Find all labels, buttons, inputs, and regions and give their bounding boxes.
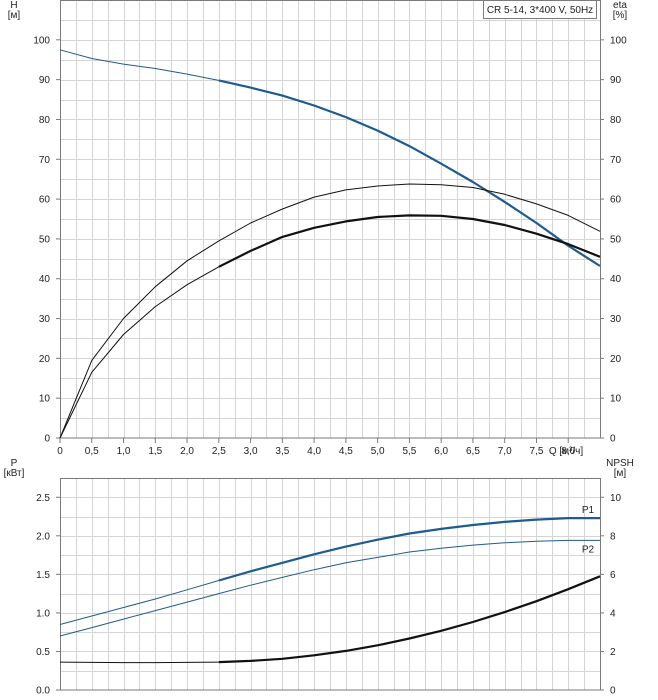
x-tick-label: 8,0 bbox=[561, 446, 575, 457]
y-left-tick-label: 10 bbox=[39, 394, 51, 405]
y-right-tick-label: 50 bbox=[610, 234, 622, 245]
y-left-tick-label: 40 bbox=[39, 274, 51, 285]
y-right-axis-title: eta bbox=[613, 0, 627, 11]
y-right-tick-label: 10 bbox=[610, 493, 622, 504]
series-1-curve-operating bbox=[218, 79, 601, 267]
x-tick-label: 5,5 bbox=[402, 446, 416, 457]
x-tick-label: 6,0 bbox=[434, 446, 448, 457]
model-legend-frame bbox=[483, 0, 597, 19]
series-1-curve bbox=[59, 49, 219, 81]
y-left-axis-title: P bbox=[11, 458, 18, 469]
y-left-tick-label: 60 bbox=[39, 195, 51, 206]
y-left-axis-unit: [м] bbox=[8, 10, 21, 21]
y-right-axis-unit: [%] bbox=[613, 10, 628, 21]
series-3-curve-operating bbox=[218, 214, 601, 268]
y-right-tick-label: 90 bbox=[610, 75, 622, 86]
y-left-tick-label: 0.5 bbox=[36, 647, 50, 658]
y-left-axis-unit: [кВт] bbox=[4, 468, 25, 479]
y-right-axis-unit: [м] bbox=[614, 468, 627, 479]
x-tick-label: 1,0 bbox=[117, 446, 131, 457]
y-left-tick-label: 50 bbox=[39, 234, 51, 245]
y-right-tick-label: 80 bbox=[610, 115, 622, 126]
model-legend-text: CR 5-14, 3*400 V, 50Hz bbox=[487, 5, 593, 16]
x-tick-label: 0 bbox=[57, 446, 63, 457]
x-tick-label: 3,5 bbox=[275, 446, 289, 457]
head-efficiency-panel: 0 10 20 30 40 50 60 70 80 90 100 0 10 20 30 40 50 60 70 80 9… bbox=[8, 0, 628, 457]
p2-curve bbox=[59, 539, 600, 637]
model-legend-box: CR 5-14, 3*400 V, 50Hz bbox=[483, 0, 597, 19]
y-right-tick-label: 40 bbox=[610, 274, 622, 285]
y-left-tick-label: 0.0 bbox=[36, 686, 50, 697]
y-right-tick-label: 0 bbox=[610, 434, 616, 445]
y-right-tick-label: 8 bbox=[610, 531, 616, 542]
y-left-tick-label: 90 bbox=[39, 75, 51, 86]
y-left-tick-label: 80 bbox=[39, 115, 51, 126]
x-tick-label: 4,0 bbox=[307, 446, 321, 457]
x-axis-title: Q [м³/ч] bbox=[549, 446, 584, 457]
series-3-curve bbox=[59, 661, 219, 664]
series-3-curve bbox=[59, 266, 220, 439]
p2-label: P2 bbox=[582, 544, 595, 555]
p1-label: P1 bbox=[582, 505, 595, 516]
plot-frame bbox=[60, 478, 601, 691]
y-right-tick-label: 60 bbox=[610, 195, 622, 206]
x-tick-label: 1,5 bbox=[148, 446, 162, 457]
x-tick-label: 0,5 bbox=[85, 446, 99, 457]
x-tick-label: 2,0 bbox=[180, 446, 194, 457]
y-right-axis-title: NPSH bbox=[606, 458, 634, 469]
x-tick-label: 4,5 bbox=[339, 446, 353, 457]
y-left-tick-label: 2.5 bbox=[36, 493, 50, 504]
x-tick-label: 5,0 bbox=[371, 446, 385, 457]
x-tick-label: 6,5 bbox=[466, 446, 480, 457]
y-right-tick-label: 70 bbox=[610, 155, 622, 166]
y-left-tick-label: 0 bbox=[44, 434, 50, 445]
x-tick-label: 7,0 bbox=[498, 446, 512, 457]
y-left-tick-label: 1.0 bbox=[36, 608, 50, 619]
y-right-tick-label: 30 bbox=[610, 314, 622, 325]
y-left-tick-label: 100 bbox=[33, 35, 50, 46]
series-3-curve-operating bbox=[218, 575, 601, 664]
y-left-tick-label: 2.0 bbox=[36, 531, 50, 542]
y-right-tick-label: 20 bbox=[610, 354, 622, 365]
p1-curve-operating bbox=[218, 516, 600, 582]
x-tick-label: 3,0 bbox=[244, 446, 258, 457]
y-left-tick-label: 70 bbox=[39, 155, 51, 166]
plot-frame bbox=[60, 0, 601, 439]
y-right-tick-label: 0 bbox=[610, 686, 616, 697]
y-left-axis-title: H bbox=[10, 0, 17, 11]
y-right-tick-label: 100 bbox=[610, 35, 627, 46]
y-right-tick-label: 2 bbox=[610, 647, 616, 658]
p1-curve bbox=[59, 580, 219, 625]
y-left-tick-label: 1.5 bbox=[36, 570, 50, 581]
y-right-tick-label: 6 bbox=[610, 570, 616, 581]
power-npsh-panel: 0.0 0.5 1.0 1.5 2.0 2.5 0 2 4 6 8 10 P[кВт] NPSH[м] P1… bbox=[4, 458, 634, 697]
x-tick-label: 2,5 bbox=[212, 446, 226, 457]
y-left-tick-label: 30 bbox=[39, 314, 51, 325]
y-right-tick-label: 10 bbox=[610, 394, 622, 405]
y-right-tick-label: 4 bbox=[610, 608, 616, 619]
y-left-tick-label: 20 bbox=[39, 354, 51, 365]
series-2-curve bbox=[59, 183, 601, 439]
x-tick-label: 7,5 bbox=[530, 446, 544, 457]
